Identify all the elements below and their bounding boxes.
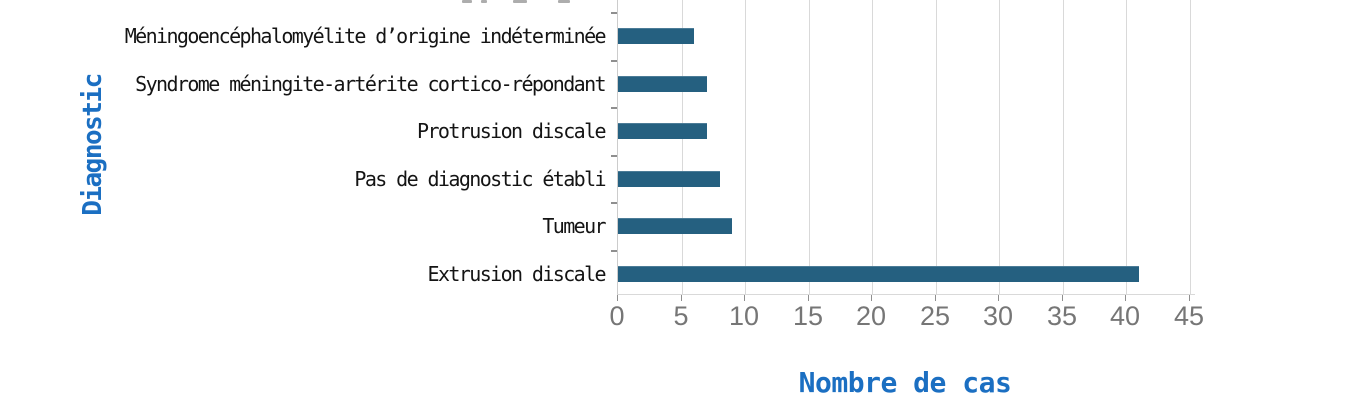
x-tick-label-45: 45 bbox=[1173, 301, 1205, 331]
x-tick-label-0: 0 bbox=[609, 301, 625, 331]
category-label-3: Pas de diagnostic établi bbox=[354, 166, 606, 191]
x-tick-mark-40 bbox=[1125, 295, 1126, 301]
x-tick-label-25: 25 bbox=[919, 301, 951, 331]
x-tick-label-10: 10 bbox=[728, 301, 760, 331]
gridline-x-40 bbox=[1126, 0, 1127, 294]
x-tick-mark-10 bbox=[744, 295, 745, 301]
category-label-4: Tumeur bbox=[542, 214, 606, 238]
gridline-x-45 bbox=[1190, 0, 1191, 294]
y-tick-mark-5 bbox=[611, 250, 617, 252]
cropped-label-fragment bbox=[513, 0, 527, 3]
category-label-2: Protrusion discale bbox=[417, 119, 607, 143]
x-tick-mark-15 bbox=[808, 295, 809, 301]
category-label-0: Méningoencéphalomyélite d’origine indéte… bbox=[124, 24, 607, 48]
bar-3 bbox=[618, 170, 720, 187]
cropped-label-fragment bbox=[558, 0, 570, 3]
y-tick-mark-2 bbox=[611, 107, 617, 109]
gridline-x-10 bbox=[745, 0, 746, 294]
y-tick-mark-1 bbox=[611, 60, 617, 62]
y-tick-mark-3 bbox=[611, 155, 617, 157]
gridline-x-15 bbox=[809, 0, 810, 294]
x-tick-label-5: 5 bbox=[673, 301, 689, 331]
bar-4 bbox=[618, 218, 732, 234]
category-label-1: Syndrome méningite-artérite cortico-répo… bbox=[135, 71, 606, 96]
x-tick-mark-30 bbox=[998, 295, 999, 301]
x-tick-label-35: 35 bbox=[1046, 301, 1078, 331]
bar-2 bbox=[618, 123, 707, 139]
gridline-x-30 bbox=[999, 0, 1000, 294]
x-tick-label-30: 30 bbox=[982, 301, 1014, 331]
gridline-x-20 bbox=[872, 0, 873, 294]
x-tick-label-40: 40 bbox=[1109, 301, 1141, 331]
x-tick-mark-25 bbox=[935, 295, 936, 301]
x-tick-mark-35 bbox=[1062, 295, 1063, 301]
bar-5 bbox=[618, 265, 1139, 282]
y-tick-mark-4 bbox=[611, 202, 617, 204]
bar-1 bbox=[618, 75, 707, 92]
category-label-5: Extrusion discale bbox=[427, 261, 607, 286]
y-tick-mark-0 bbox=[611, 12, 617, 14]
x-tick-mark-0 bbox=[617, 295, 618, 301]
x-tick-mark-5 bbox=[681, 295, 682, 301]
x-axis-title: Nombre de cas bbox=[798, 366, 1012, 399]
bar-0 bbox=[618, 28, 694, 44]
x-tick-label-20: 20 bbox=[855, 301, 887, 331]
x-tick-mark-45 bbox=[1189, 295, 1190, 301]
gridline-x-35 bbox=[1063, 0, 1064, 294]
gridline-x-5 bbox=[682, 0, 683, 294]
cropped-label-fragment bbox=[481, 0, 487, 3]
x-tick-mark-20 bbox=[871, 295, 872, 301]
gridline-x-25 bbox=[936, 0, 937, 294]
x-tick-label-15: 15 bbox=[792, 301, 824, 331]
plot-area bbox=[617, 0, 1195, 295]
cropped-label-fragment bbox=[462, 0, 472, 3]
